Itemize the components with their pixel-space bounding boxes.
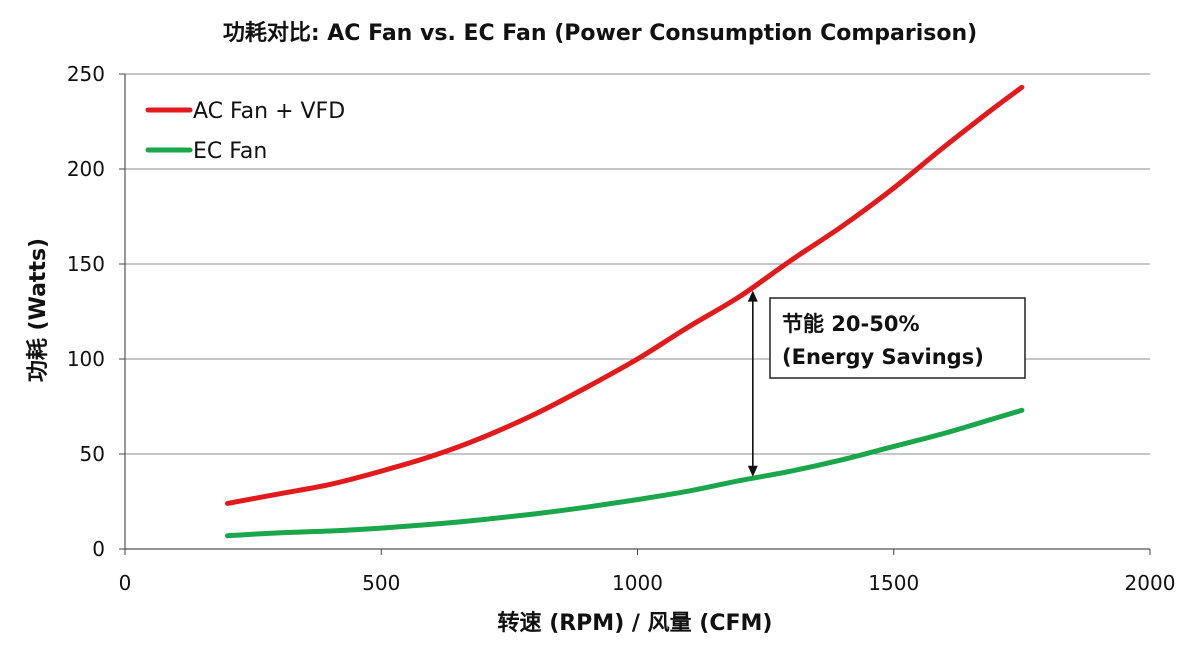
annotation-line-1: 节能 20-50% — [782, 312, 920, 336]
y-tick-label: 0 — [92, 537, 105, 561]
x-axis-label: 转速 (RPM) / 风量 (CFM) — [498, 610, 773, 636]
y-tick-label: 200 — [67, 157, 105, 181]
y-axis-label: 功耗 (Watts) — [25, 238, 51, 382]
x-tick-label: 1000 — [612, 571, 663, 595]
annotation-box — [769, 297, 1026, 379]
x-tick-label: 2000 — [1125, 571, 1176, 595]
x-tick-label: 500 — [362, 571, 400, 595]
series-lines — [225, 84, 1025, 539]
y-axis-ticks: 0 50 100 150 200 250 — [67, 62, 125, 561]
series-line-ec-fan — [225, 407, 1025, 539]
series-line-ac-fan — [225, 84, 1025, 506]
grid-lines — [125, 73, 1150, 455]
savings-arrow-head-bottom — [747, 465, 758, 477]
savings-arrow-head-top — [747, 290, 758, 302]
legend-label-ac: AC Fan + VFD — [193, 99, 345, 124]
y-tick-label: 50 — [80, 442, 105, 466]
y-tick-label: 250 — [67, 62, 105, 86]
x-axis-ticks: 0 500 1000 1500 2000 — [119, 549, 1176, 595]
legend: AC Fan + VFD EC Fan — [145, 99, 345, 164]
x-tick-label: 0 — [119, 571, 132, 595]
x-tick-label: 1500 — [868, 571, 919, 595]
y-tick-label: 150 — [67, 252, 105, 276]
annotation-line-2: (Energy Savings) — [782, 345, 984, 369]
energy-savings-annotation: 节能 20-50% (Energy Savings) — [747, 290, 1026, 477]
y-tick-label: 100 — [67, 347, 105, 371]
legend-label-ec: EC Fan — [193, 139, 267, 164]
chart-title: 功耗对比: AC Fan vs. EC Fan (Power Consumpti… — [223, 20, 977, 46]
